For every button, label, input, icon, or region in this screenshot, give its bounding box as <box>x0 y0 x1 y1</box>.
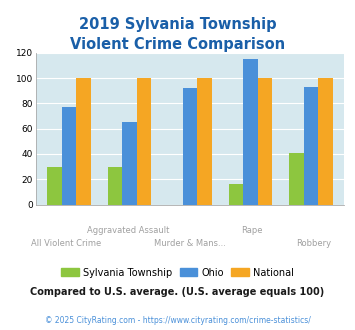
Bar <box>318 78 333 205</box>
Bar <box>137 78 151 205</box>
Text: Robbery: Robbery <box>296 239 331 248</box>
Text: Murder & Mans...: Murder & Mans... <box>154 239 226 248</box>
Bar <box>289 153 304 205</box>
Text: 2019 Sylvania Township: 2019 Sylvania Township <box>79 17 276 32</box>
Bar <box>304 87 318 205</box>
Bar <box>197 78 212 205</box>
Bar <box>76 78 91 205</box>
Legend: Sylvania Township, Ohio, National: Sylvania Township, Ohio, National <box>58 264 297 282</box>
Bar <box>183 88 197 205</box>
Bar <box>258 78 272 205</box>
Bar <box>61 107 76 205</box>
Text: Rape: Rape <box>241 226 262 235</box>
Text: Compared to U.S. average. (U.S. average equals 100): Compared to U.S. average. (U.S. average … <box>31 287 324 297</box>
Bar <box>122 122 137 205</box>
Text: Aggravated Assault: Aggravated Assault <box>87 226 169 235</box>
Text: © 2025 CityRating.com - https://www.cityrating.com/crime-statistics/: © 2025 CityRating.com - https://www.city… <box>45 316 310 325</box>
Bar <box>243 59 258 205</box>
Text: All Violent Crime: All Violent Crime <box>31 239 102 248</box>
Bar <box>229 184 243 205</box>
Text: Violent Crime Comparison: Violent Crime Comparison <box>70 37 285 52</box>
Bar <box>108 167 122 205</box>
Bar <box>47 167 61 205</box>
